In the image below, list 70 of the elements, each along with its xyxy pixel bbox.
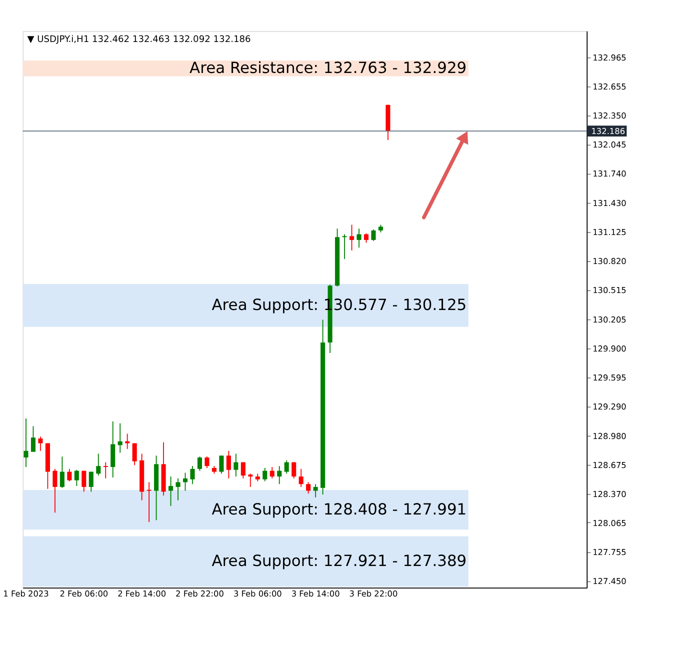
- candlestick: [306, 482, 311, 494]
- x-tick-label: 3 Feb 22:00: [349, 588, 398, 598]
- band-label: Area Support: 127.921 - 127.389: [212, 552, 467, 570]
- y-tick-label: 132.045: [592, 140, 626, 150]
- candlestick: [226, 450, 231, 479]
- candlestick: [349, 224, 354, 251]
- candlestick: [248, 473, 253, 488]
- candlestick: [204, 456, 210, 468]
- candlestick: [197, 456, 202, 472]
- candlestick: [240, 462, 246, 479]
- candlestick: [118, 422, 122, 454]
- candlestick: [60, 456, 64, 488]
- candlestick: [364, 232, 369, 244]
- ref-line-label: 132.186: [591, 126, 626, 136]
- y-tick-label: 127.755: [592, 547, 626, 558]
- candlestick: [313, 484, 318, 498]
- x-tick-label: 2 Feb 06:00: [60, 588, 108, 598]
- candlestick: [219, 455, 224, 474]
- band-label: Area Support: 128.408 - 127.991: [212, 500, 467, 518]
- candlestick: [30, 426, 36, 452]
- candlestick: [190, 466, 195, 485]
- y-tick-label: 129.595: [592, 372, 626, 382]
- x-tick-label: 2 Feb 14:00: [118, 588, 166, 598]
- candlestick: [96, 453, 101, 476]
- candlestick: [182, 472, 188, 492]
- y-tick-label: 132.655: [592, 82, 626, 92]
- candlestick: [168, 476, 174, 506]
- candlestick: [52, 468, 58, 514]
- candlestick: [298, 468, 304, 488]
- y-tick-label: 128.980: [592, 430, 626, 441]
- candlestick: [292, 462, 296, 479]
- candlestick: [262, 467, 268, 482]
- candlestick: [132, 442, 137, 466]
- candlestick: [74, 469, 79, 486]
- candlestick: [67, 468, 72, 482]
- y-tick-label: 129.290: [592, 401, 626, 412]
- y-tick-label: 132.965: [592, 52, 626, 62]
- candlestick: [88, 471, 94, 492]
- x-tick-label: 3 Feb 14:00: [291, 588, 340, 598]
- candlestick: [82, 470, 86, 492]
- candlestick: [342, 234, 347, 260]
- candlestick: [356, 228, 362, 248]
- y-tick-label: 130.205: [592, 314, 626, 324]
- candlestick: [38, 436, 43, 452]
- y-tick-label: 130.820: [592, 256, 626, 266]
- candlestick: [125, 433, 130, 450]
- y-tick-label: 131.740: [592, 168, 626, 179]
- y-tick-label: 130.515: [592, 285, 626, 296]
- candlestick: [284, 460, 289, 474]
- x-tick-label: 2 Feb 22:00: [176, 588, 224, 598]
- y-tick-label: 128.675: [592, 460, 626, 470]
- candlestick: [371, 229, 376, 242]
- candlestick: [24, 418, 28, 468]
- y-tick-label: 128.065: [592, 518, 626, 528]
- y-tick-label: 131.125: [592, 227, 626, 238]
- candlestick: [234, 453, 238, 477]
- y-tick-label: 127.450: [592, 576, 626, 586]
- band-label: Area Resistance: 132.763 - 132.929: [190, 58, 467, 77]
- candlestick: [277, 466, 282, 485]
- candlestick: [103, 462, 108, 479]
- y-tick-label: 128.370: [592, 488, 626, 499]
- x-tick-label: 3 Feb 06:00: [233, 588, 282, 598]
- candlestick: [270, 466, 274, 479]
- candlestick: [110, 420, 116, 478]
- y-tick-label: 129.900: [592, 343, 626, 354]
- x-tick-label: 1 Feb 2023: [3, 588, 49, 598]
- y-tick-label: 131.430: [592, 198, 626, 208]
- y-tick-label: 132.350: [592, 110, 626, 121]
- chart-title: ▼ USDJPY.i,H1 132.462 132.463 132.092 132.186: [27, 34, 252, 45]
- candlestick: [176, 478, 180, 501]
